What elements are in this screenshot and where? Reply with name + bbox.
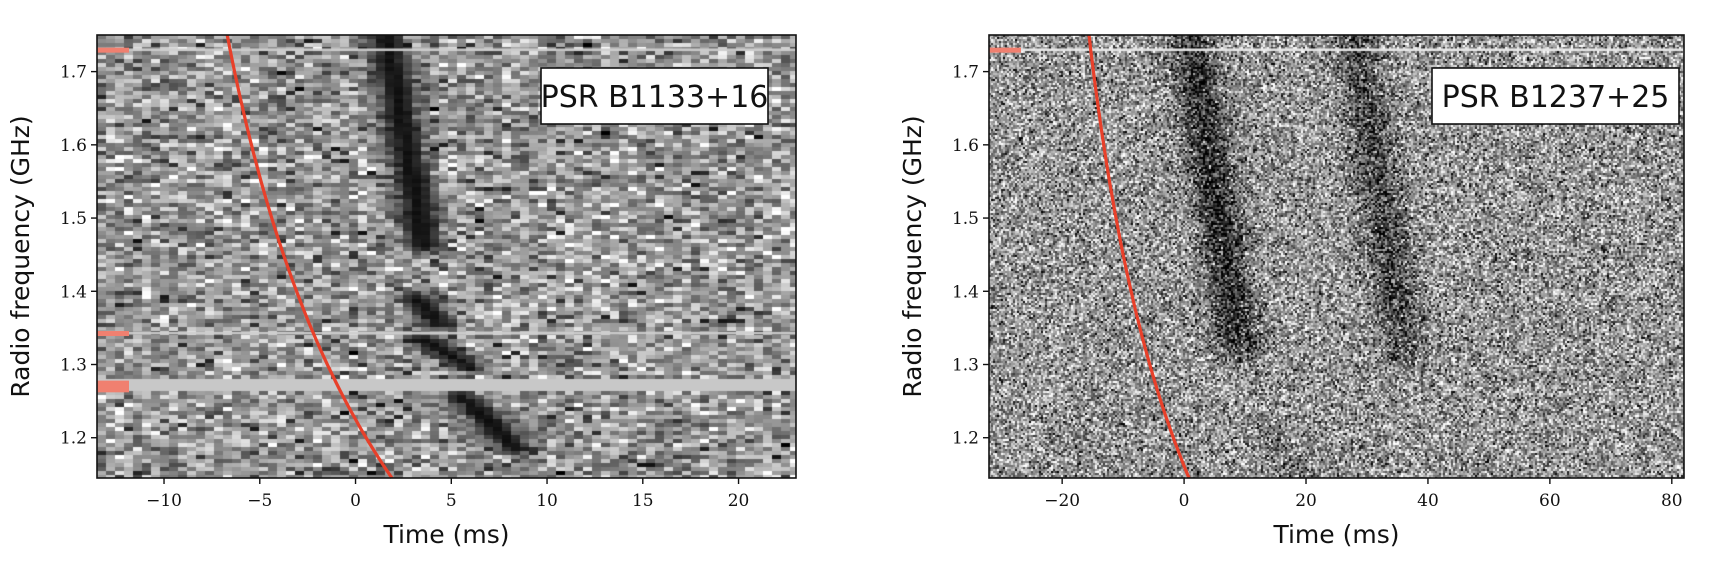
dispersion-sweep-curve <box>1087 34 1191 479</box>
y-tick-label: 1.4 <box>952 282 979 302</box>
x-tick-label: 40 <box>1417 491 1439 511</box>
x-tick-label: 60 <box>1539 491 1561 511</box>
x-tick-label: 0 <box>350 491 361 511</box>
x-tick-label: 5 <box>446 491 457 511</box>
y-tick-label: 1.3 <box>60 356 87 376</box>
pulsar-label: PSR B1237+25 <box>1442 80 1670 115</box>
x-tick-label: 0 <box>1179 491 1190 511</box>
dispersion-sweep-curve <box>225 34 394 479</box>
x-tick-label: 20 <box>1295 491 1317 511</box>
flagged-channel-marker <box>97 380 129 393</box>
y-tick-label: 1.7 <box>952 63 979 83</box>
y-tick-label: 1.6 <box>60 136 87 156</box>
pulsar-label-box <box>1431 67 1680 125</box>
axis-ticks: −10 −5 0 5 10 15 20 1.2 1.3 1.4 1.5 1.6 1.7 <box>60 63 749 511</box>
chart-panel-psr-b1237: −20 0 20 40 60 80 1.2 1.3 1.4 1.5 1.6 1.7 Time (ms)… <box>898 34 1685 549</box>
flagged-channel-marker <box>989 47 1021 53</box>
y-tick-label: 1.4 <box>60 282 87 302</box>
x-tick-label: 20 <box>728 491 750 511</box>
x-tick-label: 80 <box>1661 491 1683 511</box>
x-tick-label: −10 <box>146 491 182 511</box>
chart-marks <box>97 34 394 479</box>
x-axis-label: Time (ms) <box>382 520 509 549</box>
chart-panel-psr-b1133: −10 −5 0 5 10 15 20 1.2 1.3 1.4 1.5 1.6 1.7 Time (ms… <box>6 34 797 549</box>
pulsar-label-box <box>540 67 769 125</box>
x-tick-label: 15 <box>632 491 654 511</box>
y-tick-label: 1.3 <box>952 356 979 376</box>
flagged-channel-marker <box>97 331 129 337</box>
y-tick-label: 1.5 <box>60 209 87 229</box>
y-tick-label: 1.7 <box>60 63 87 83</box>
x-tick-label: −5 <box>247 491 272 511</box>
chart-marks <box>989 34 1191 479</box>
x-tick-label: −20 <box>1044 491 1080 511</box>
pulsar-label: PSR B1133+16 <box>541 80 769 115</box>
y-tick-label: 1.5 <box>952 209 979 229</box>
y-tick-label: 1.6 <box>952 136 979 156</box>
axis-ticks: −20 0 20 40 60 80 1.2 1.3 1.4 1.5 1.6 1.7 <box>952 63 1683 511</box>
x-tick-label: 10 <box>536 491 558 511</box>
y-tick-label: 1.2 <box>60 429 87 449</box>
plot-frame <box>96 34 797 479</box>
y-tick-label: 1.2 <box>952 429 979 449</box>
plot-frame <box>988 34 1685 479</box>
y-axis-label: Radio frequency (GHz) <box>6 115 35 397</box>
flagged-channel-marker <box>97 47 129 53</box>
x-axis-label: Time (ms) <box>1272 520 1399 549</box>
y-axis-label: Radio frequency (GHz) <box>898 115 927 397</box>
